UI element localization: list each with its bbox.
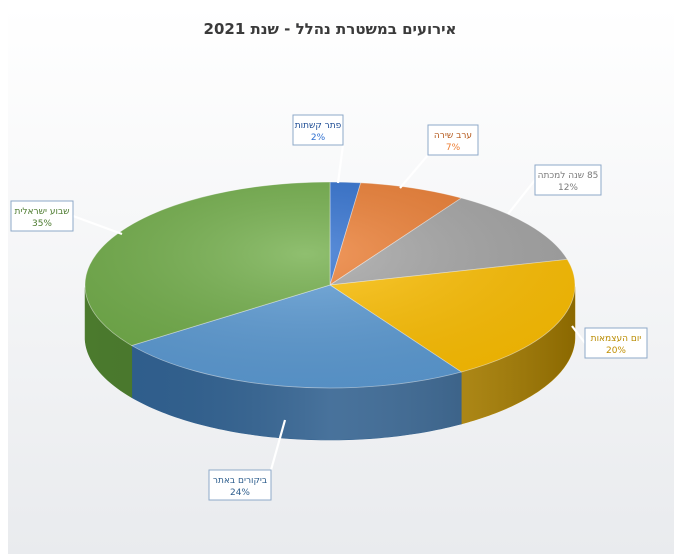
data-label-percent-4: 24% <box>230 488 250 498</box>
data-label-name-3: יום העצמאות <box>591 334 642 344</box>
leader-line-4 <box>269 419 287 471</box>
data-label-box-4 <box>208 469 272 501</box>
data-label-percent-0: 2% <box>311 133 326 143</box>
chart-title: אירועים במשטרת נהלל - שנת 2021 <box>204 20 457 38</box>
data-labels: פתר קשתות 2% ערב שירה 7% 85 שנה למכתה 12% יום … <box>10 114 648 501</box>
data-label-box-3 <box>584 327 648 359</box>
data-label-name-0: פתר קשתות <box>295 121 342 131</box>
data-label-percent-1: 7% <box>446 143 461 153</box>
data-label-percent-3: 20% <box>606 346 626 356</box>
data-label-percent-2: 12% <box>558 183 578 193</box>
leader-line-2 <box>507 179 536 215</box>
data-label-box-0 <box>292 114 344 146</box>
pie-top-layer <box>84 181 576 389</box>
data-label-box-2 <box>534 164 602 196</box>
leader-line-3 <box>571 325 586 344</box>
data-label-name-2: 85 שנה למכתה <box>538 171 599 181</box>
data-label-name-5: שבוע ישראלית <box>14 207 69 217</box>
leader-line-0 <box>336 144 345 184</box>
leader-line-5 <box>72 214 123 236</box>
data-label-box-5 <box>10 200 74 232</box>
pie-side-shading <box>85 285 575 440</box>
data-label-name-4: ביקורים באתר <box>213 476 267 486</box>
data-label-box-1 <box>427 124 479 156</box>
leader-line-1 <box>399 154 429 189</box>
leader-lines <box>72 144 586 471</box>
data-label-name-1: ערב שירה <box>434 131 472 141</box>
data-label-percent-5: 35% <box>32 219 52 229</box>
